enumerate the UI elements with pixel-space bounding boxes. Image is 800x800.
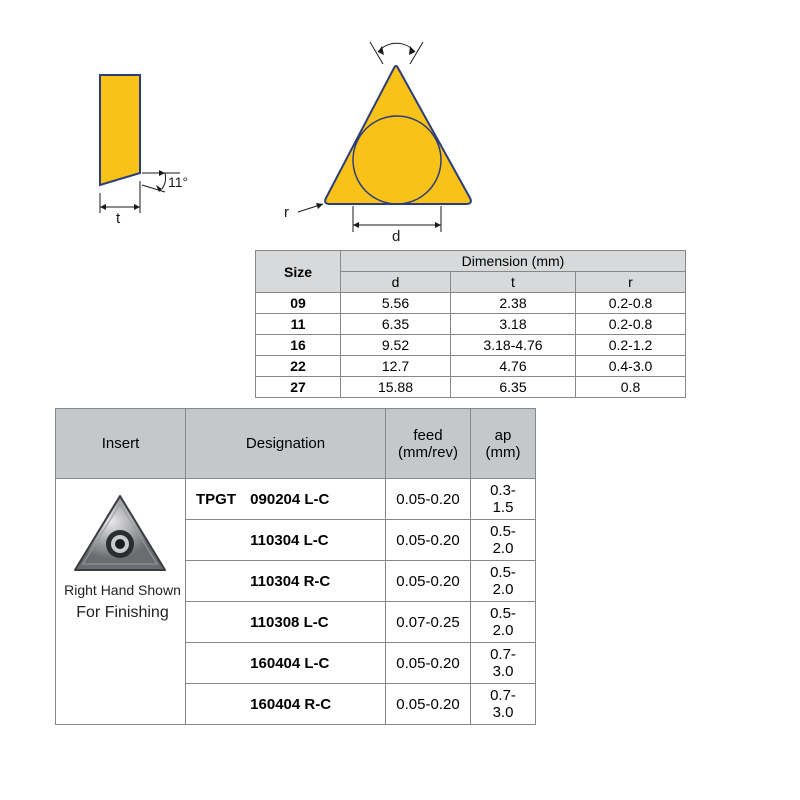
insert-thumbnail — [60, 483, 180, 593]
label-r: r — [284, 204, 289, 221]
dim-size: 27 — [256, 377, 341, 398]
designation-cell: 110304 L-C — [186, 520, 386, 561]
designation-prefix: TPGT — [196, 491, 246, 508]
dim-d: 15.88 — [341, 377, 451, 398]
designation-code: 110304 L-C — [250, 532, 328, 549]
dim-size: 22 — [256, 356, 341, 377]
ap-cell: 0.5-2.0 — [471, 561, 536, 602]
table-row: 116.353.180.2-0.8 — [256, 314, 686, 335]
label-t: t — [116, 210, 121, 227]
caption-area: Right Hand Shown For Finishing — [50, 580, 195, 625]
designation-cell: 110308 L-C — [186, 602, 386, 643]
table-row: 2212.74.760.4-3.0 — [256, 356, 686, 377]
ap-cell: 0.5-2.0 — [471, 520, 536, 561]
ap-cell: 0.5-2.0 — [471, 602, 536, 643]
diagram-area: 11° t 60° r — [70, 40, 730, 240]
dim-size: 16 — [256, 335, 341, 356]
designation-code: 090204 L-C — [250, 491, 329, 508]
designation-code: 160404 L-C — [250, 655, 329, 672]
dim-d: 6.35 — [341, 314, 451, 335]
feed-cell: 0.05-0.20 — [386, 520, 471, 561]
dim-t: 4.76 — [451, 356, 576, 377]
feed-cell: 0.05-0.20 — [386, 643, 471, 684]
caption-line1: Right Hand Shown — [50, 580, 195, 601]
insert-header-insert: Insert — [56, 409, 186, 479]
ap-cell: 0.7-3.0 — [471, 684, 536, 725]
dim-header-r: r — [576, 272, 686, 293]
insert-header-ap: ap (mm) — [471, 409, 536, 479]
table-row: 095.562.380.2-0.8 — [256, 293, 686, 314]
side-view-diagram: 11° t — [70, 65, 200, 250]
dim-r: 0.2-0.8 — [576, 314, 686, 335]
ap-cell: 0.7-3.0 — [471, 643, 536, 684]
dim-header-d: d — [341, 272, 451, 293]
dim-t: 2.38 — [451, 293, 576, 314]
dim-r: 0.8 — [576, 377, 686, 398]
dim-d: 5.56 — [341, 293, 451, 314]
table-row: 169.523.18-4.760.2-1.2 — [256, 335, 686, 356]
dim-r: 0.2-1.2 — [576, 335, 686, 356]
feed-cell: 0.05-0.20 — [386, 561, 471, 602]
dim-size: 09 — [256, 293, 341, 314]
dim-header-dimension: Dimension (mm) — [341, 251, 686, 272]
insert-header-feed: feed (mm/rev) — [386, 409, 471, 479]
table-row: 2715.886.350.8 — [256, 377, 686, 398]
dim-d: 9.52 — [341, 335, 451, 356]
dimension-table: Size Dimension (mm) d t r 095.562.380.2-… — [255, 250, 686, 398]
feed-cell: 0.07-0.25 — [386, 602, 471, 643]
feed-cell: 0.05-0.20 — [386, 684, 471, 725]
dim-r: 0.4-3.0 — [576, 356, 686, 377]
insert-table: Insert Designation feed (mm/rev) ap (mm)… — [55, 408, 536, 725]
insert-header-designation: Designation — [186, 409, 386, 479]
dim-d: 12.7 — [341, 356, 451, 377]
side-view-svg: 11° t — [70, 65, 200, 245]
dim-header-t: t — [451, 272, 576, 293]
top-view-diagram: 60° r d — [270, 40, 530, 255]
caption-line2: For Finishing — [50, 601, 195, 625]
dim-header-size: Size — [256, 251, 341, 293]
dim-t: 3.18-4.76 — [451, 335, 576, 356]
top-view-svg: 60° r d — [270, 40, 530, 250]
designation-cell: 160404 R-C — [186, 684, 386, 725]
designation-cell: TPGT 090204 L-C — [186, 479, 386, 520]
designation-code: 110308 L-C — [250, 614, 328, 631]
designation-cell: 160404 L-C — [186, 643, 386, 684]
designation-code: 160404 R-C — [250, 696, 331, 713]
designation-code: 110304 R-C — [250, 573, 330, 590]
dim-t: 6.35 — [451, 377, 576, 398]
dim-r: 0.2-0.8 — [576, 293, 686, 314]
designation-cell: 110304 R-C — [186, 561, 386, 602]
feed-cell: 0.05-0.20 — [386, 479, 471, 520]
ap-cell: 0.3-1.5 — [471, 479, 536, 520]
angle-60-label: 60° — [383, 40, 404, 42]
angle-11-label: 11° — [168, 174, 188, 190]
label-d: d — [392, 228, 400, 245]
dim-size: 11 — [256, 314, 341, 335]
table-row: TPGT 090204 L-C0.05-0.200.3-1.5 — [56, 479, 536, 520]
dim-t: 3.18 — [451, 314, 576, 335]
